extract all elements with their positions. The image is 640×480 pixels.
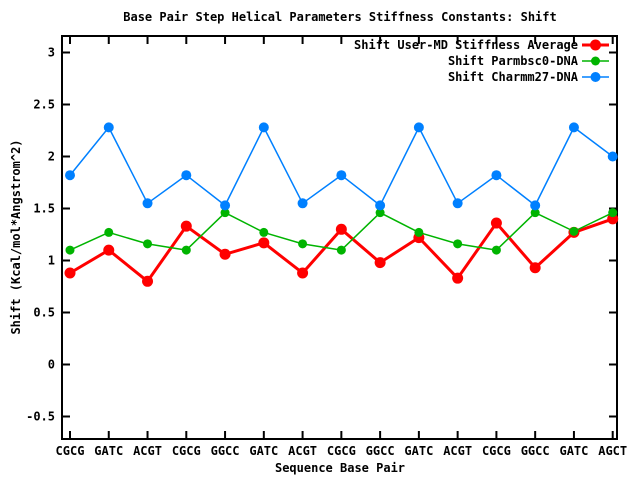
data-point (336, 245, 346, 255)
series-line-2 (69, 126, 614, 207)
data-point (259, 227, 269, 237)
data-point (414, 227, 424, 237)
data-point (181, 245, 191, 255)
plot-frame (61, 35, 618, 440)
legend-label: Shift User-MD Stiffness Average (354, 38, 578, 52)
data-point (375, 208, 385, 218)
data-point (453, 239, 463, 249)
legend-label: Shift Charmm27-DNA (448, 70, 579, 84)
x-category-label: GATC (559, 444, 588, 458)
x-category-label: GGCC (211, 444, 240, 458)
x-category-label: ACGT (443, 444, 472, 458)
data-point (258, 237, 270, 249)
data-point (298, 239, 308, 249)
x-category-label: CGCG (56, 444, 85, 458)
y-tick-label: 0 (48, 358, 55, 372)
legend-marker (591, 56, 600, 66)
data-point (530, 200, 541, 211)
data-point (491, 170, 502, 181)
x-category-label: GATC (94, 444, 123, 458)
data-point (181, 170, 192, 181)
x-category-label: AGCT (598, 444, 627, 458)
x-category-label: GGCC (366, 444, 395, 458)
data-point (104, 227, 114, 237)
data-point (375, 200, 386, 211)
data-point (491, 245, 501, 255)
data-point (297, 198, 308, 209)
y-axis-label: Shift (Kcal/mol*Angstrom^2) (9, 139, 23, 335)
data-point (220, 200, 231, 211)
data-point (65, 170, 75, 181)
data-point (220, 208, 230, 218)
data-point (142, 275, 154, 287)
data-point (608, 208, 618, 218)
data-point (452, 198, 463, 209)
y-tick-label: 1.5 (33, 202, 55, 216)
x-category-label: CGCG (172, 444, 201, 458)
data-point (180, 220, 192, 232)
data-point (143, 239, 153, 249)
y-tick-label: -0.5 (26, 410, 55, 424)
legend-marker (590, 72, 601, 82)
x-axis-label: Sequence Base Pair (274, 461, 406, 475)
data-point (103, 244, 115, 256)
data-point (529, 262, 541, 274)
data-point (569, 226, 579, 236)
data-point (568, 122, 579, 133)
data-point (142, 198, 153, 209)
data-point (258, 122, 269, 133)
data-point (65, 245, 75, 255)
data-point (452, 272, 464, 284)
data-point (64, 267, 76, 279)
y-tick-label: 2.5 (33, 98, 55, 112)
x-category-label: GATC (249, 444, 278, 458)
x-category-label: CGCG (482, 444, 511, 458)
data-point (490, 217, 502, 229)
legend-marker (590, 39, 601, 51)
x-category-label: CGCG (327, 444, 356, 458)
data-point (219, 248, 231, 260)
data-point (335, 223, 347, 235)
x-category-label: GGCC (521, 444, 550, 458)
data-point (413, 122, 424, 133)
chart-title: Base Pair Step Helical Parameters Stiffn… (123, 10, 557, 24)
y-tick-label: 3 (48, 46, 55, 60)
data-point (103, 122, 114, 133)
data-point (297, 267, 309, 279)
x-category-label: ACGT (288, 444, 317, 458)
legend-label: Shift Parmbsc0-DNA (448, 54, 579, 68)
x-category-label: GATC (404, 444, 433, 458)
data-point (336, 170, 347, 181)
y-tick-label: 0.5 (33, 306, 55, 320)
data-point (607, 151, 618, 162)
y-tick-label: 1 (48, 254, 55, 268)
data-point (374, 257, 386, 269)
data-point (530, 208, 540, 218)
y-tick-label: 2 (48, 150, 55, 164)
x-category-label: ACGT (133, 444, 162, 458)
